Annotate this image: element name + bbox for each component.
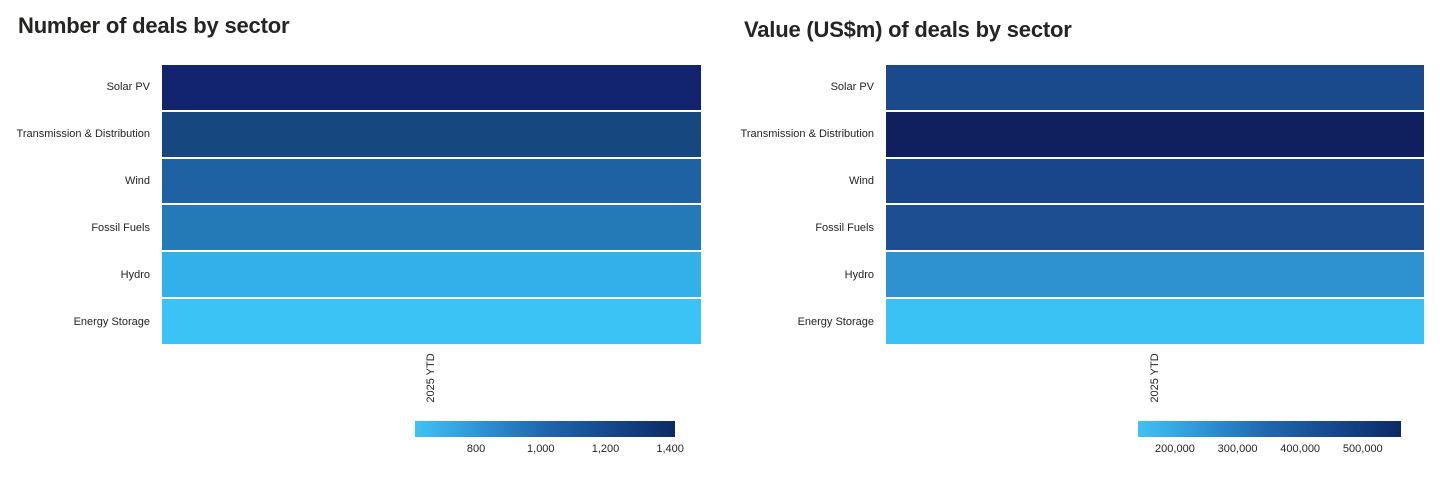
category-label: Fossil Fuels	[815, 221, 874, 234]
category-label: Wind	[848, 175, 874, 188]
scale-tick-label: 1,400	[656, 443, 684, 455]
heatmap-cell[interactable]	[886, 158, 1424, 204]
heatmap-cell[interactable]	[162, 65, 701, 110]
heatmap-cell[interactable]	[886, 252, 1424, 298]
color-scale-tick-labels: 200,000 300,000 400,000 500,000	[1138, 443, 1401, 457]
heatmap-grid: Solar PV Transmission & Distribution Wind F…	[0, 65, 701, 344]
scale-tick-label: 800	[466, 443, 486, 455]
chart-title: Value (US$m) of deals by sector	[744, 17, 1072, 42]
heatmap-cell[interactable]	[162, 299, 701, 344]
scale-tick-label: 1,000	[527, 443, 555, 455]
category-label: Solar PV	[106, 81, 150, 94]
x-axis-column-label: 2025 YTD	[1149, 353, 1161, 403]
heatmap-cell[interactable]	[886, 299, 1424, 344]
heatmap-row: Wind	[0, 158, 701, 204]
heatmap-row: Solar PV	[724, 65, 1424, 110]
color-scale-legend	[1138, 421, 1401, 437]
heatmap-cell[interactable]	[162, 205, 701, 251]
scale-tick-label: 500,000	[1342, 443, 1383, 455]
heatmap-cell[interactable]	[162, 252, 701, 298]
x-axis-column-label: 2025 YTD	[425, 353, 437, 403]
heatmap-row: Solar PV	[0, 65, 701, 110]
heatmap-grid: Solar PV Transmission & Distribution Wind F…	[724, 65, 1424, 344]
category-label: Transmission & Distribution	[16, 128, 150, 141]
heatmap-row: Hydro	[0, 252, 701, 298]
heatmap-cell[interactable]	[162, 158, 701, 204]
heatmap-row: Fossil Fuels	[0, 205, 701, 251]
chart-title: Number of deals by sector	[18, 13, 290, 38]
category-label: Transmission & Distribution	[740, 128, 874, 141]
heatmap-row: Hydro	[724, 252, 1424, 298]
heatmap-row: Energy Storage	[724, 299, 1424, 344]
scale-tick-label: 400,000	[1280, 443, 1321, 455]
heatmap-row: Wind	[724, 158, 1424, 204]
scale-tick-label: 200,000	[1155, 443, 1195, 455]
category-label: Wind	[124, 175, 150, 188]
category-label: Solar PV	[830, 81, 874, 94]
category-label: Energy Storage	[73, 315, 150, 328]
heatmap-row: Energy Storage	[0, 299, 701, 344]
category-label: Hydro	[844, 268, 874, 281]
chart-number-of-deals-by-sector: Number of deals by sector Solar PV Transm…	[0, 13, 701, 457]
heatmap-row: Transmission & Distribution	[724, 111, 1424, 157]
heatmap-cell[interactable]	[886, 65, 1424, 110]
color-scale-tick-labels: 800 1,000 1,200 1,400	[415, 443, 684, 457]
heatmap-cell[interactable]	[162, 111, 701, 157]
heatmap-cell[interactable]	[886, 111, 1424, 157]
color-scale-legend	[415, 421, 675, 437]
chart-value-of-deals-by-sector: Value (US$m) of deals by sector Solar PV…	[724, 0, 1440, 484]
scale-tick-label: 1,200	[591, 443, 620, 455]
heatmap-cell[interactable]	[886, 205, 1424, 251]
category-label: Hydro	[120, 268, 150, 281]
category-label: Fossil Fuels	[91, 221, 150, 234]
heatmap-row: Transmission & Distribution	[0, 111, 701, 157]
scale-tick-label: 300,000	[1217, 443, 1258, 455]
heatmap-row: Fossil Fuels	[724, 205, 1424, 251]
category-label: Energy Storage	[797, 315, 874, 328]
